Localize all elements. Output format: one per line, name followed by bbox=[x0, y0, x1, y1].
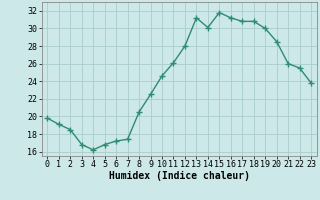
X-axis label: Humidex (Indice chaleur): Humidex (Indice chaleur) bbox=[109, 171, 250, 181]
